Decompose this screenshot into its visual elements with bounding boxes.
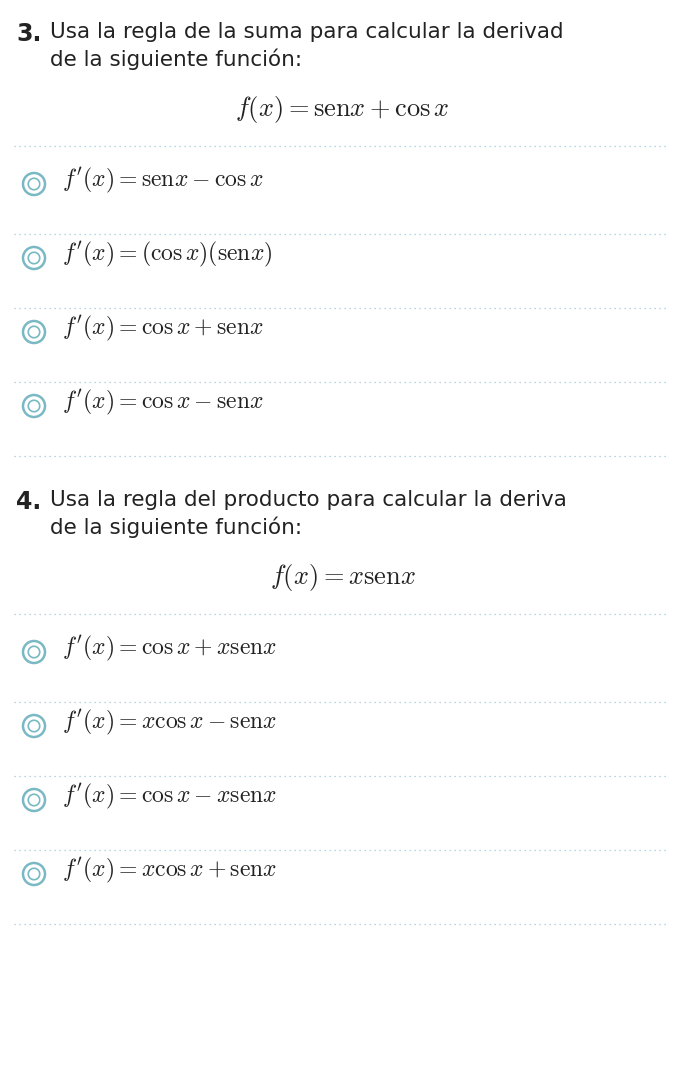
- Text: $f(x) = x\mathrm{sen}x$: $f(x) = x\mathrm{sen}x$: [270, 562, 415, 593]
- Text: $f'(x) = x\cos x + \mathrm{sen}x$: $f'(x) = x\cos x + \mathrm{sen}x$: [62, 856, 277, 885]
- Text: $f'(x) = x\cos x - \mathrm{sen}x$: $f'(x) = x\cos x - \mathrm{sen}x$: [62, 708, 277, 737]
- Text: 3.: 3.: [16, 23, 41, 46]
- Text: $f'(x) = \cos x + \mathrm{sen}x$: $f'(x) = \cos x + \mathrm{sen}x$: [62, 314, 264, 343]
- Text: $f'(x) = \cos x - \mathrm{sen}x$: $f'(x) = \cos x - \mathrm{sen}x$: [62, 388, 264, 417]
- Text: $f'(x) = \cos x - x\mathrm{sen}x$: $f'(x) = \cos x - x\mathrm{sen}x$: [62, 782, 277, 811]
- Text: $f'(x) = \mathrm{sen}x - \cos x$: $f'(x) = \mathrm{sen}x - \cos x$: [62, 166, 264, 195]
- Text: 4.: 4.: [16, 490, 41, 514]
- Text: $f(x) = \mathrm{sen}x + \cos x$: $f(x) = \mathrm{sen}x + \cos x$: [235, 94, 450, 124]
- Text: Usa la regla del producto para calcular la deriva: Usa la regla del producto para calcular …: [50, 490, 567, 510]
- Text: $f'(x) = \cos x + x\mathrm{sen}x$: $f'(x) = \cos x + x\mathrm{sen}x$: [62, 634, 277, 663]
- Text: de la siguiente función:: de la siguiente función:: [50, 516, 302, 538]
- Text: de la siguiente función:: de la siguiente función:: [50, 48, 302, 70]
- Text: $f'(x) = (\cos x)(\mathrm{sen}x)$: $f'(x) = (\cos x)(\mathrm{sen}x)$: [62, 240, 273, 269]
- Text: Usa la regla de la suma para calcular la derivad: Usa la regla de la suma para calcular la…: [50, 23, 564, 42]
